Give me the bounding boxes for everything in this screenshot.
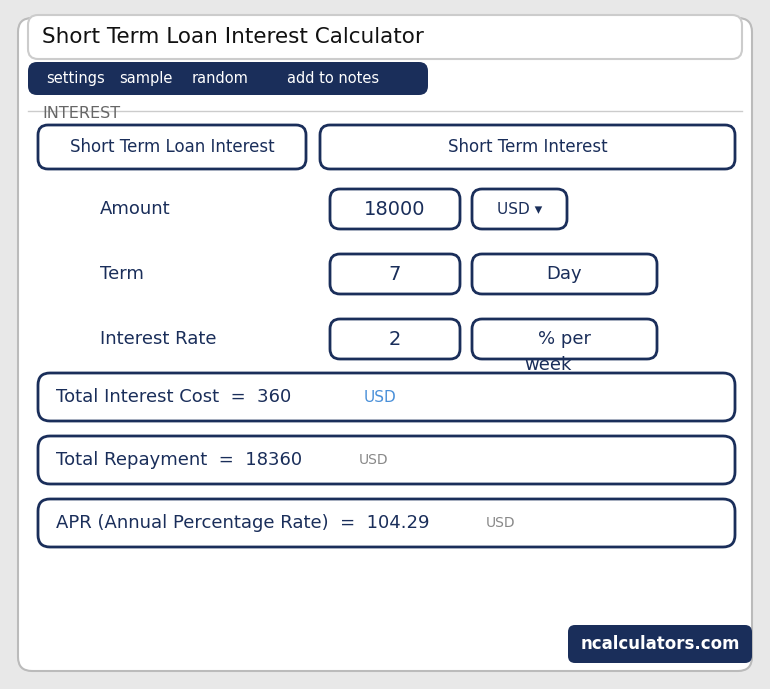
Text: random: random <box>192 71 249 86</box>
FancyBboxPatch shape <box>472 189 567 229</box>
FancyBboxPatch shape <box>330 189 460 229</box>
Text: USD: USD <box>359 453 389 467</box>
FancyBboxPatch shape <box>28 62 428 95</box>
FancyBboxPatch shape <box>320 125 735 169</box>
Text: Term: Term <box>100 265 144 283</box>
FancyBboxPatch shape <box>330 254 460 294</box>
Text: Short Term Loan Interest Calculator: Short Term Loan Interest Calculator <box>42 27 424 47</box>
Text: Total Repayment  =  18360: Total Repayment = 18360 <box>56 451 308 469</box>
FancyBboxPatch shape <box>568 625 752 663</box>
Text: % per: % per <box>538 330 591 348</box>
FancyBboxPatch shape <box>38 436 735 484</box>
Text: ncalculators.com: ncalculators.com <box>581 635 740 653</box>
Text: Short Term Loan Interest: Short Term Loan Interest <box>70 138 274 156</box>
Text: settings: settings <box>47 71 105 86</box>
FancyBboxPatch shape <box>472 254 657 294</box>
Text: add to notes: add to notes <box>287 71 379 86</box>
FancyBboxPatch shape <box>28 15 742 59</box>
FancyBboxPatch shape <box>18 18 752 671</box>
Text: week: week <box>524 356 571 374</box>
Text: Interest Rate: Interest Rate <box>100 330 216 348</box>
FancyBboxPatch shape <box>330 319 460 359</box>
FancyBboxPatch shape <box>472 319 657 359</box>
Text: USD ▾: USD ▾ <box>497 201 542 216</box>
Text: Total Interest Cost  =  360: Total Interest Cost = 360 <box>56 388 297 406</box>
FancyBboxPatch shape <box>38 373 735 421</box>
Text: 2: 2 <box>389 329 401 349</box>
Text: APR (Annual Percentage Rate)  =  104.29: APR (Annual Percentage Rate) = 104.29 <box>56 514 435 532</box>
Text: USD: USD <box>364 389 397 404</box>
Text: 7: 7 <box>389 265 401 283</box>
FancyBboxPatch shape <box>38 499 735 547</box>
Text: Amount: Amount <box>100 200 171 218</box>
Text: sample: sample <box>119 71 172 86</box>
Text: Short Term Interest: Short Term Interest <box>447 138 608 156</box>
Text: INTEREST: INTEREST <box>42 106 120 121</box>
Text: Day: Day <box>547 265 582 283</box>
FancyBboxPatch shape <box>38 125 306 169</box>
Text: USD: USD <box>486 516 516 530</box>
Text: 18000: 18000 <box>364 200 426 218</box>
